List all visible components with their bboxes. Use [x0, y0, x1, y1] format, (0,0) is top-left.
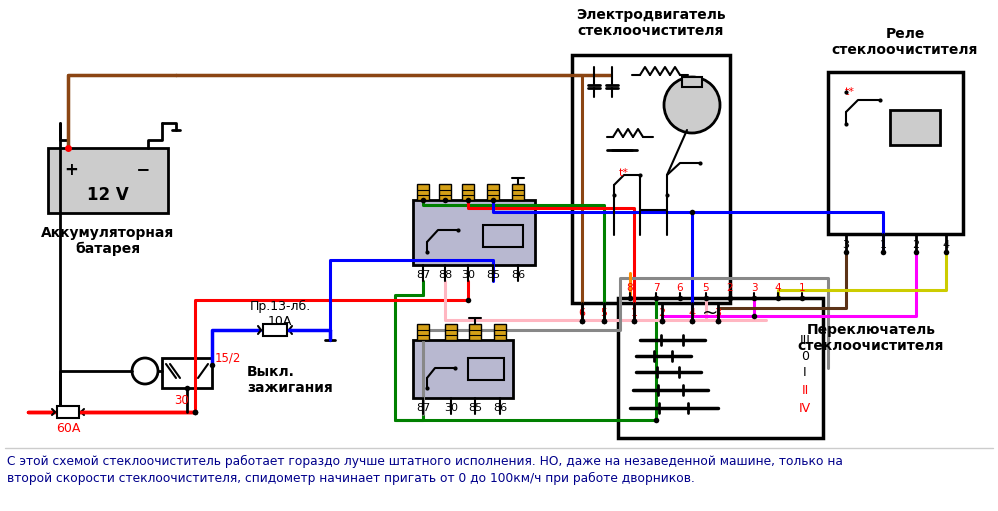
Bar: [57, 406, 79, 418]
Bar: [445, 324, 457, 340]
Text: 6: 6: [579, 308, 586, 318]
Bar: [890, 110, 940, 145]
Text: III: III: [799, 334, 810, 346]
Bar: [417, 324, 429, 340]
Bar: [487, 184, 499, 200]
Bar: [263, 324, 287, 336]
Text: 4: 4: [942, 240, 949, 250]
Text: 6: 6: [677, 283, 684, 293]
Text: 2: 2: [912, 240, 919, 250]
Text: 60А: 60А: [56, 422, 80, 434]
Text: 4: 4: [774, 283, 781, 293]
Text: 0: 0: [801, 350, 809, 362]
Text: II: II: [801, 383, 808, 397]
Bar: [48, 148, 168, 213]
Text: 87: 87: [416, 270, 430, 280]
Circle shape: [664, 77, 720, 133]
Bar: [162, 358, 212, 388]
Bar: [439, 184, 451, 200]
Bar: [494, 324, 506, 340]
Text: 2: 2: [727, 283, 734, 293]
Text: С этой схемой стеклоочиститель работает гораздо лучше штатного исполнения. НО, д: С этой схемой стеклоочиститель работает …: [7, 454, 843, 468]
Text: Выкл.
зажигания: Выкл. зажигания: [247, 365, 332, 395]
Text: IV: IV: [799, 402, 811, 414]
Text: 3: 3: [750, 283, 757, 293]
Text: +          −: + −: [66, 161, 151, 179]
Text: Реле
стеклоочистителя: Реле стеклоочистителя: [831, 27, 978, 57]
Text: второй скорости стеклоочистителя, спидометр начинает пригать от 0 до 100км/ч при: второй скорости стеклоочистителя, спидом…: [7, 472, 695, 484]
Text: 30: 30: [175, 393, 190, 406]
Text: 85: 85: [486, 270, 500, 280]
Bar: [483, 225, 523, 247]
Text: Электродвигатель
стеклоочистителя: Электродвигатель стеклоочистителя: [576, 8, 726, 38]
Text: 15/2: 15/2: [215, 352, 242, 364]
Bar: [462, 184, 474, 200]
Bar: [417, 184, 429, 200]
Text: t*: t*: [619, 168, 629, 178]
Text: 12 V: 12 V: [87, 186, 129, 204]
Bar: [413, 200, 535, 265]
Text: 3: 3: [715, 308, 722, 318]
Bar: [828, 72, 963, 234]
Text: 87: 87: [416, 403, 430, 413]
Bar: [468, 358, 504, 380]
Text: 30: 30: [444, 403, 458, 413]
Text: 86: 86: [493, 403, 507, 413]
Bar: [572, 55, 730, 303]
Text: Аккумуляторная
батарея: Аккумуляторная батарея: [41, 226, 175, 257]
Bar: [469, 324, 481, 340]
Text: I: I: [803, 365, 806, 379]
Bar: [618, 298, 823, 438]
Text: Переключатель
стеклоочистителя: Переключатель стеклоочистителя: [797, 323, 944, 353]
Text: 1: 1: [879, 240, 886, 250]
Text: 2: 2: [659, 308, 666, 318]
Text: 3: 3: [842, 240, 849, 250]
Text: t*: t*: [845, 87, 855, 97]
Bar: [682, 77, 702, 87]
Text: 4: 4: [689, 308, 696, 318]
Text: 5: 5: [601, 308, 608, 318]
Text: 88: 88: [438, 270, 452, 280]
Text: 1: 1: [631, 308, 638, 318]
Text: 86: 86: [511, 270, 525, 280]
Text: 5: 5: [703, 283, 710, 293]
Text: 1: 1: [798, 283, 805, 293]
Text: 30: 30: [461, 270, 475, 280]
Text: 8: 8: [627, 283, 634, 293]
Text: ~: ~: [702, 304, 719, 322]
Text: 7: 7: [653, 283, 660, 293]
Text: Пр.13-лб.
10А: Пр.13-лб. 10А: [250, 300, 310, 328]
Bar: [512, 184, 524, 200]
Text: 85: 85: [468, 403, 482, 413]
Bar: [413, 340, 513, 398]
